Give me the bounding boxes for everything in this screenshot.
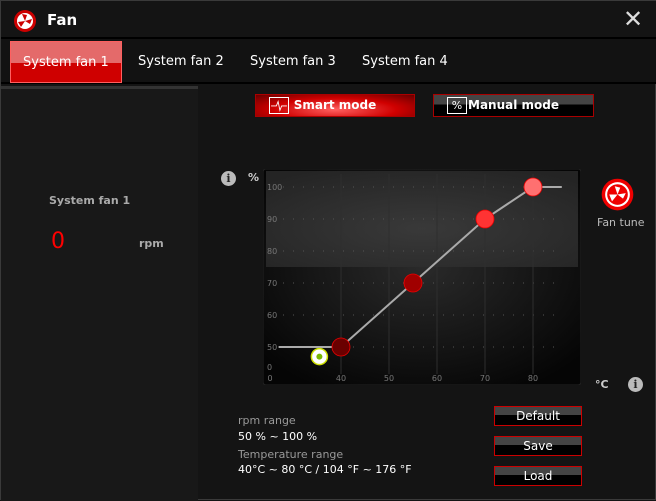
y-tick-label: 100 [267, 183, 282, 192]
smart-mode-label: Smart mode [293, 98, 377, 112]
y-tick-label: 0 [267, 363, 272, 372]
rpm-range-label: rpm range [238, 414, 296, 427]
y-tick-label: 50 [267, 343, 277, 352]
rpm-range-value: 50 % ~ 100 % [238, 430, 318, 443]
current-temp-marker-dot [316, 353, 323, 360]
x-tick-label: 80 [528, 374, 538, 383]
temp-range-label: Temperature range [238, 448, 344, 461]
title-bar: Fan ✕ [1, 1, 656, 39]
curve-point [523, 177, 543, 197]
info-icon[interactable]: i [221, 171, 236, 186]
default-button[interactable]: Default [494, 406, 582, 426]
y-tick-label: 70 [267, 279, 277, 288]
tab-system-fan-1[interactable]: System fan 1 [10, 41, 122, 83]
manual-mode-label: Manual mode [468, 98, 559, 112]
percent-icon: % [447, 97, 467, 114]
info-icon[interactable]: i [628, 377, 643, 392]
y-tick-label: 80 [267, 247, 277, 256]
fan-curve-chart[interactable]: 0 50 60 70 80 90 100 0 40 50 60 70 80 [263, 169, 581, 385]
x-tick-label: 0 [267, 374, 272, 383]
save-button[interactable]: Save [494, 436, 582, 456]
y-tick-label: 90 [267, 215, 277, 224]
tab-system-fan-4[interactable]: System fan 4 [362, 54, 448, 69]
app-title: Fan [47, 11, 78, 29]
curve-point [403, 273, 423, 293]
rpm-value: 0 [51, 229, 65, 254]
curve-point [331, 337, 351, 357]
fan-tune-label: Fan tune [597, 216, 645, 229]
smart-mode-button[interactable]: Smart mode [255, 94, 415, 117]
y-axis-label: % [248, 171, 260, 184]
y-tick-label: 60 [267, 311, 277, 320]
x-tick-label: 40 [336, 374, 346, 383]
tab-system-fan-2[interactable]: System fan 2 [138, 54, 224, 69]
pulse-icon [269, 97, 289, 114]
fan-name: System fan 1 [49, 194, 131, 207]
tab-bar: System fan 1 System fan 2 System fan 3 S… [1, 39, 656, 84]
load-button[interactable]: Load [494, 466, 582, 486]
x-axis-label: °C [595, 378, 609, 391]
temp-range-value: 40°C ~ 80 °C / 104 °F ~ 176 °F [238, 463, 412, 476]
close-icon[interactable]: ✕ [623, 5, 644, 33]
status-panel [1, 86, 198, 501]
x-tick-label: 60 [432, 374, 442, 383]
x-tick-label: 50 [384, 374, 394, 383]
fan-tune-icon[interactable] [601, 178, 634, 211]
curve-point [475, 209, 495, 229]
tab-system-fan-3[interactable]: System fan 3 [250, 54, 336, 69]
fan-logo-icon [14, 10, 36, 32]
manual-mode-button[interactable]: % Manual mode [433, 94, 594, 117]
rpm-unit: rpm [139, 237, 164, 250]
x-tick-label: 70 [480, 374, 490, 383]
